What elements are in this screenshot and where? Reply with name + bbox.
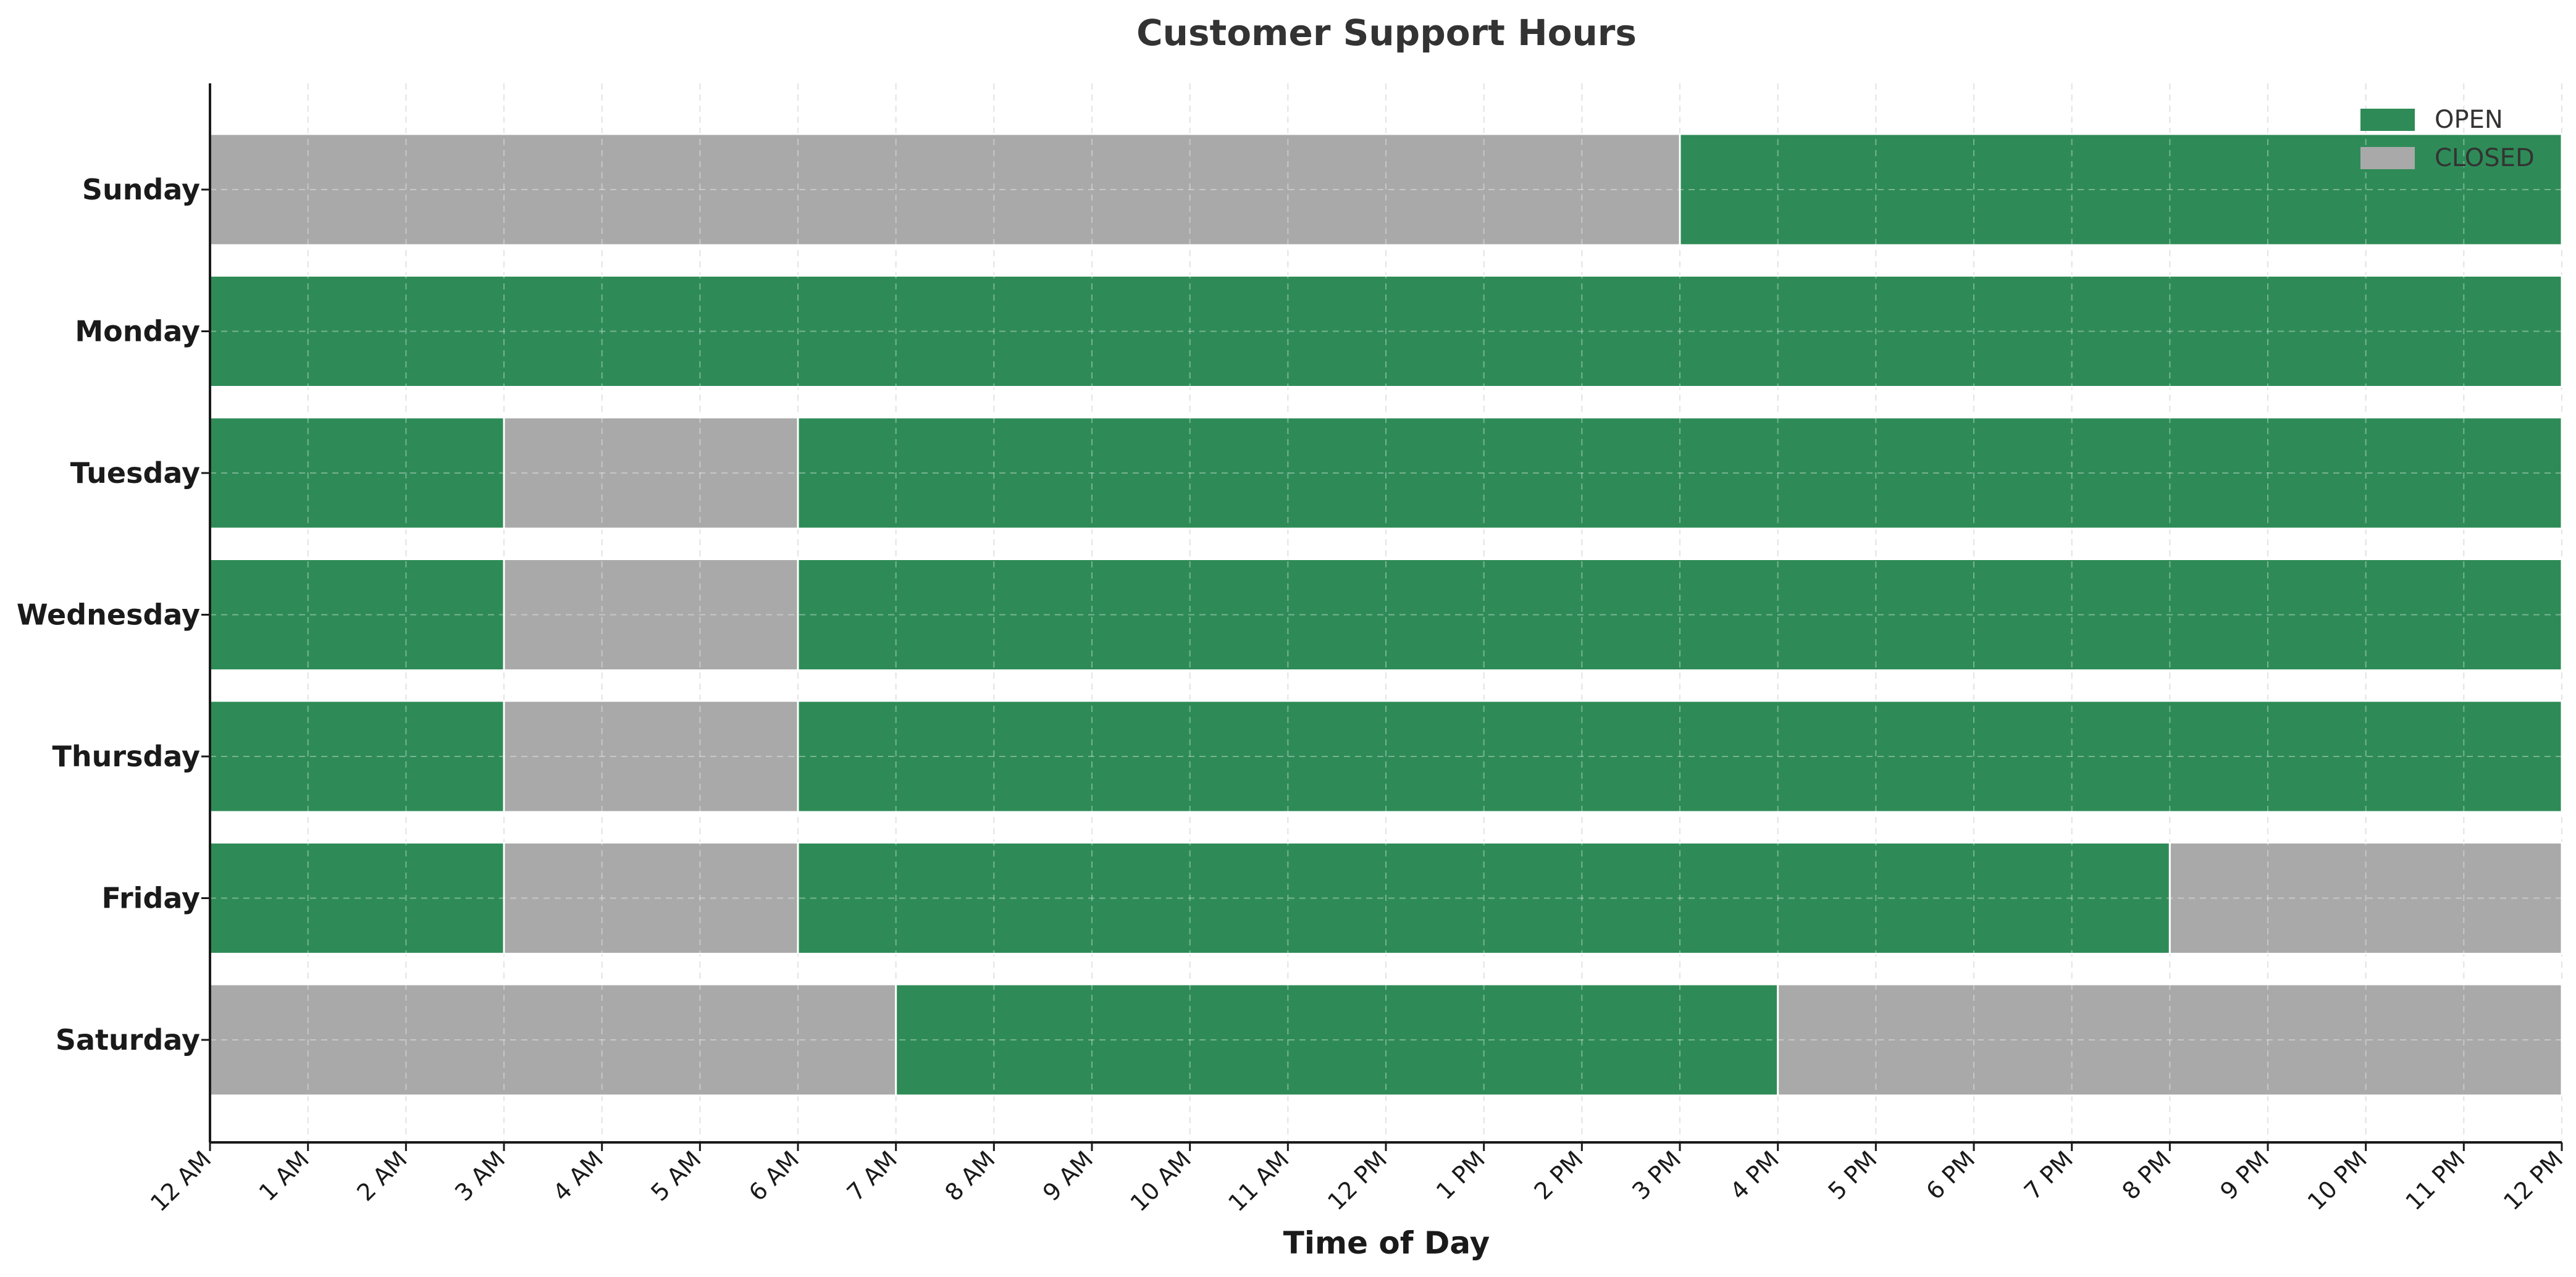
bar-segment-open bbox=[209, 842, 505, 955]
bar-segment-closed bbox=[503, 558, 799, 671]
y-tick-label: Thursday bbox=[52, 740, 200, 773]
bar-segment-closed bbox=[1777, 983, 2563, 1097]
y-tick-label: Wednesday bbox=[17, 598, 200, 632]
bar-segment-open bbox=[797, 842, 2171, 955]
bar-segment-closed bbox=[209, 983, 897, 1097]
bar-segment-open bbox=[209, 275, 2563, 388]
y-tick-label: Monday bbox=[75, 315, 200, 348]
legend: OPEN CLOSED bbox=[2360, 106, 2535, 172]
bar-segment-open bbox=[209, 700, 505, 813]
y-tick-label: Saturday bbox=[56, 1023, 200, 1057]
bar-segment-open bbox=[797, 558, 2563, 671]
y-tick-label: Friday bbox=[102, 882, 200, 915]
bar-segment-open bbox=[209, 416, 505, 530]
bar-segment-closed bbox=[503, 416, 799, 530]
bar-segment-closed bbox=[503, 842, 799, 955]
y-tick-labels: Sunday Monday Tuesday Wednesday Thursday Frid… bbox=[17, 173, 200, 1057]
legend-swatch-open bbox=[2360, 109, 2415, 131]
axes-layer bbox=[201, 83, 2563, 1151]
chart-title: Customer Support Hours bbox=[1136, 12, 1637, 54]
legend-swatch-closed bbox=[2360, 147, 2415, 169]
x-axis-label: Time of Day bbox=[1283, 1225, 1490, 1261]
legend-label-closed: CLOSED bbox=[2435, 144, 2535, 172]
bar-segment-open bbox=[797, 416, 2563, 530]
bar-segment-closed bbox=[209, 133, 1681, 246]
bar-segment-open bbox=[895, 983, 1779, 1097]
legend-label-open: OPEN bbox=[2435, 106, 2503, 134]
y-tick-label: Tuesday bbox=[70, 456, 200, 490]
bars-layer bbox=[209, 133, 2563, 1097]
bar-segment-closed bbox=[503, 700, 799, 813]
grid-overlay-layer bbox=[209, 83, 2562, 1142]
bar-segment-open bbox=[209, 558, 505, 671]
y-tick-label: Sunday bbox=[82, 173, 200, 206]
bar-segment-closed bbox=[2168, 842, 2563, 955]
bar-segment-open bbox=[797, 700, 2563, 813]
